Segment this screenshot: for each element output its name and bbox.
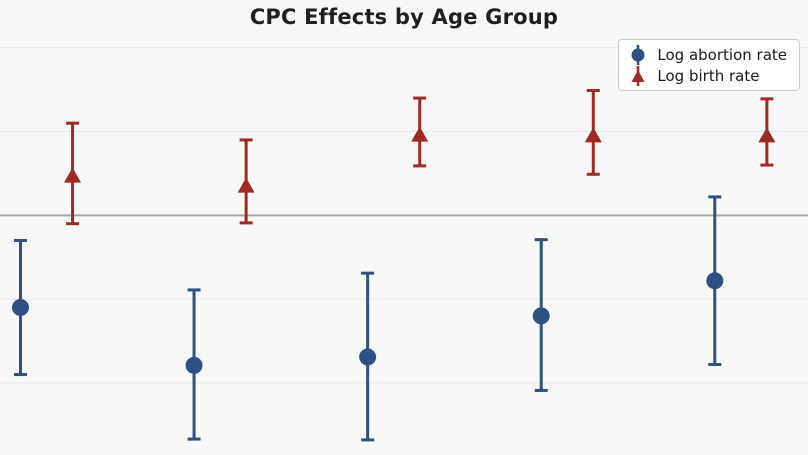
chart-title: CPC Effects by Age Group	[249, 5, 559, 29]
point-marker-circle	[359, 348, 377, 366]
circle-icon	[631, 44, 645, 65]
point-marker-circle	[532, 307, 550, 325]
point-marker-triangle-up	[584, 127, 602, 143]
legend-item: Log birth rate	[628, 65, 787, 86]
point-marker-circle	[11, 299, 29, 317]
legend-item: Log abortion rate	[628, 44, 787, 65]
legend-item-label: Log abortion rate	[657, 45, 787, 64]
legend-item-label: Log birth rate	[657, 66, 760, 85]
legend: Log abortion rate Log birth rate	[618, 39, 800, 91]
point-marker-triangle-up	[411, 126, 429, 142]
point-marker-circle	[185, 356, 203, 374]
point-marker-triangle-up	[237, 177, 255, 193]
triangle-up-icon	[631, 65, 645, 86]
point-marker-circle	[706, 272, 724, 290]
point-marker-triangle-up	[64, 167, 82, 183]
point-marker-triangle-up	[758, 127, 776, 143]
